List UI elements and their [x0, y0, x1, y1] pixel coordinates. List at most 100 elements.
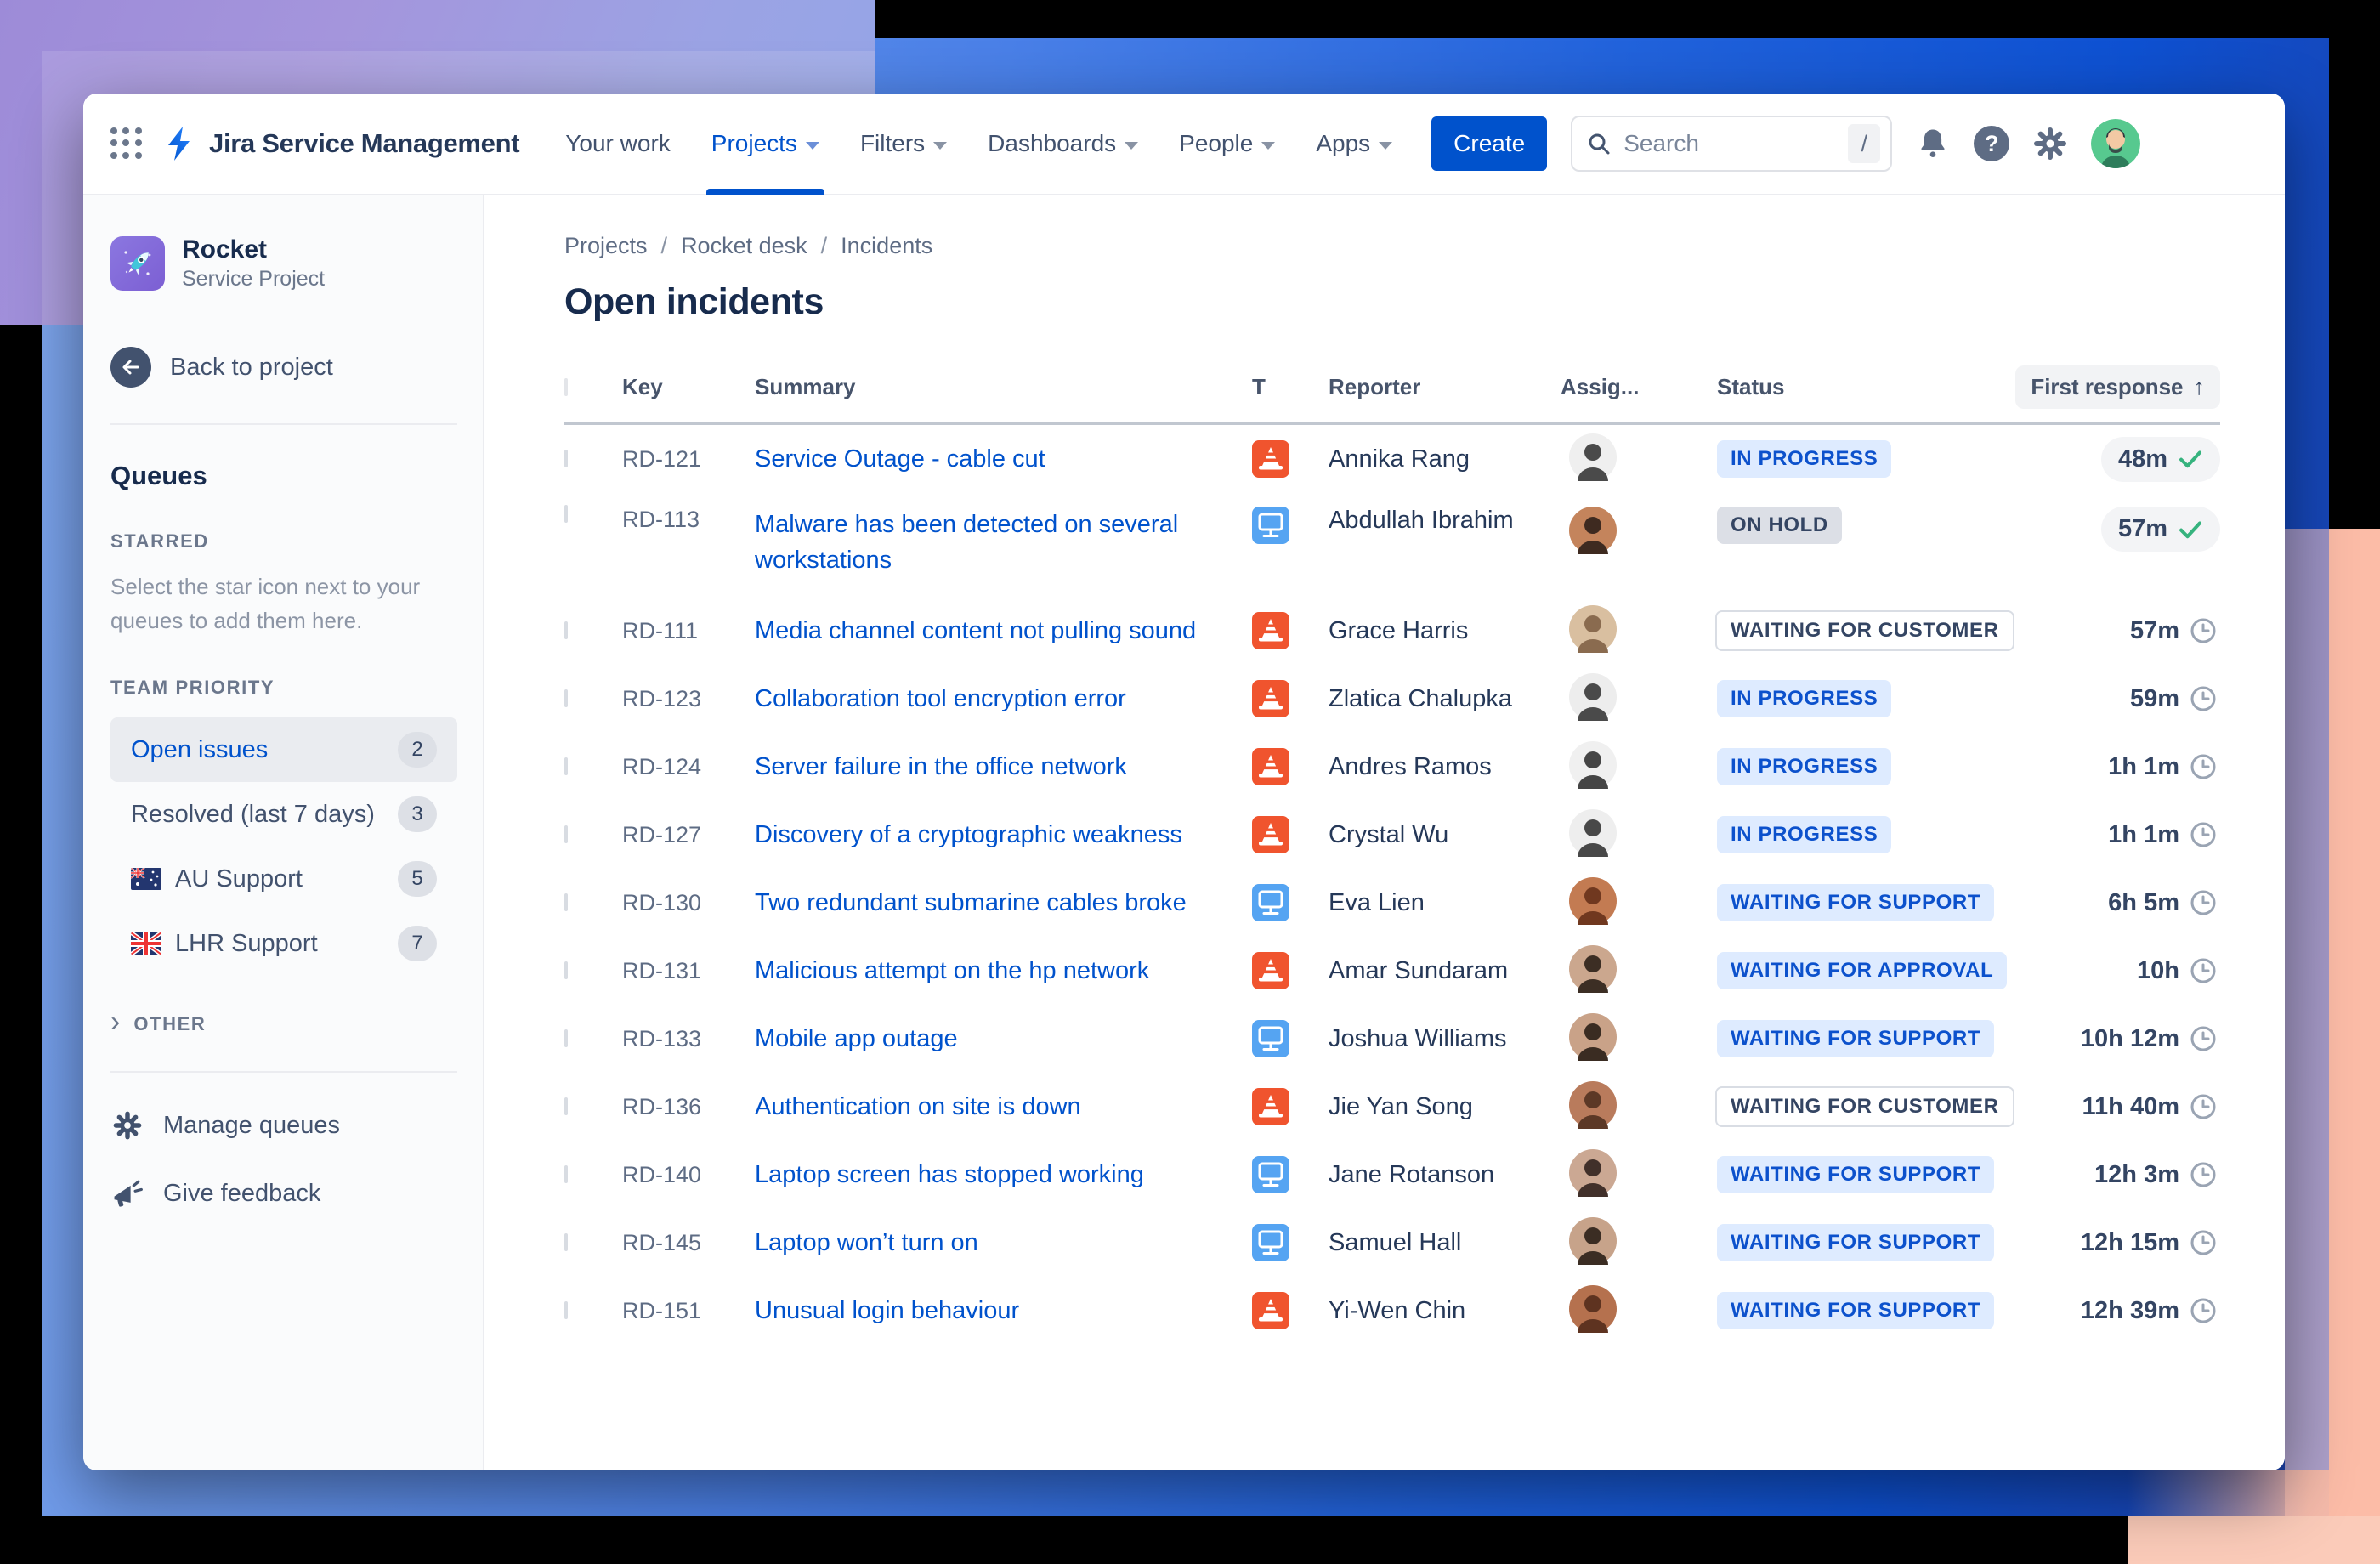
issue-summary-link[interactable]: Service Outage - cable cut [755, 445, 1046, 473]
search-box[interactable]: / [1571, 116, 1893, 172]
assignee-avatar [1569, 944, 1617, 996]
top-navigation: Jira Service Management Your work Projec… [83, 94, 2285, 196]
divider [110, 423, 457, 425]
queues-heading: Queues [110, 461, 207, 490]
row-checkbox[interactable] [564, 1097, 568, 1115]
megaphone-icon [114, 1180, 143, 1207]
create-button[interactable]: Create [1431, 116, 1548, 171]
back-to-project[interactable]: Back to project [110, 347, 457, 388]
reporter-name: Joshua Williams [1329, 1024, 1507, 1052]
incident-type-icon [1252, 440, 1289, 478]
column-header-assignee[interactable]: Assig... [1561, 374, 1640, 400]
help-icon[interactable]: ? [1974, 126, 2010, 162]
table-row[interactable]: RD-151 Unusual login behaviour Yi-Wen Ch… [564, 1277, 2220, 1345]
issue-summary-link[interactable]: Malicious attempt on the hp network [755, 957, 1150, 984]
select-all-checkbox[interactable] [564, 377, 568, 396]
service-request-type-icon [1252, 1224, 1289, 1261]
column-header-status[interactable]: Status [1717, 374, 1785, 400]
assignee-avatar [1569, 1080, 1617, 1132]
settings-icon[interactable] [2032, 125, 2069, 162]
jira-logo[interactable]: Jira Service Management [162, 125, 520, 162]
bg-band-fade [2128, 1470, 2329, 1516]
reporter-name: Amar Sundaram [1329, 956, 1509, 984]
table-row[interactable]: RD-113 Malware has been detected on seve… [564, 493, 2220, 597]
search-input[interactable] [1622, 129, 1839, 158]
row-checkbox[interactable] [564, 1165, 568, 1183]
table-row[interactable]: RD-140 Laptop screen has stopped working… [564, 1141, 2220, 1209]
table-row[interactable]: RD-127 Discovery of a cryptographic weak… [564, 801, 2220, 869]
row-checkbox[interactable] [564, 1029, 568, 1047]
sidebar-item-resolved-last-7-days[interactable]: Resolved (last 7 days) 3 [110, 782, 457, 847]
user-avatar[interactable] [2091, 119, 2141, 168]
issue-summary-link[interactable]: Collaboration tool encryption error [755, 685, 1126, 712]
row-checkbox[interactable] [564, 505, 568, 523]
issue-key: RD-127 [622, 821, 702, 847]
row-checkbox[interactable] [564, 961, 568, 979]
row-checkbox[interactable] [564, 825, 568, 843]
table-row[interactable]: RD-136 Authentication on site is down Ji… [564, 1073, 2220, 1141]
notifications-icon[interactable] [1914, 125, 1952, 162]
sla-clock-icon [2190, 618, 2216, 643]
sidebar-item-au-support[interactable]: AU Support 5 [110, 847, 457, 911]
sidebar-item-lhr-support[interactable]: LHR Support 7 [110, 911, 457, 976]
other-section-toggle[interactable]: › OTHER [110, 1006, 207, 1038]
issue-summary-link[interactable]: Laptop screen has stopped working [755, 1161, 1144, 1188]
row-checkbox[interactable] [564, 450, 568, 468]
first-response-time: 10h 12m [2080, 1024, 2179, 1052]
column-header-reporter[interactable]: Reporter [1329, 374, 1421, 400]
row-checkbox[interactable] [564, 689, 568, 707]
table-row[interactable]: RD-124 Server failure in the office netw… [564, 733, 2220, 801]
issue-summary-link[interactable]: Server failure in the office network [755, 753, 1127, 780]
app-switcher-icon[interactable] [110, 128, 143, 160]
chevron-down-icon [1261, 141, 1276, 150]
issue-summary-link[interactable]: Authentication on site is down [755, 1093, 1081, 1120]
column-header-summary[interactable]: Summary [755, 374, 856, 400]
chevron-down-icon [805, 141, 819, 150]
sla-clock-icon [2190, 890, 2216, 915]
table-row[interactable]: RD-133 Mobile app outage Joshua Williams [564, 1005, 2220, 1073]
nav-item-dashboards[interactable]: Dashboards [967, 94, 1159, 195]
breadcrumb-incidents[interactable]: Incidents [841, 233, 933, 258]
nav-item-filters[interactable]: Filters [840, 94, 967, 195]
nav-item-people[interactable]: People [1159, 94, 1295, 195]
status-badge: WAITING FOR SUPPORT [1717, 1156, 1995, 1193]
nav-item-projects[interactable]: Projects [691, 94, 840, 195]
sla-clock-icon [2190, 1026, 2216, 1051]
reporter-name: Samuel Hall [1329, 1228, 1462, 1256]
nav-item-your-work[interactable]: Your work [565, 130, 671, 156]
breadcrumb-rocket-desk[interactable]: Rocket desk [681, 233, 808, 258]
manage-queues-link[interactable]: Manage queues [110, 1108, 457, 1142]
row-checkbox[interactable] [564, 621, 568, 639]
give-feedback-link[interactable]: Give feedback [110, 1176, 457, 1210]
queue-list: Open issues 2 Resolved (last 7 days) 3 A… [110, 717, 457, 976]
table-row[interactable]: RD-123 Collaboration tool encryption err… [564, 665, 2220, 733]
sidebar-item-open-issues[interactable]: Open issues 2 [110, 717, 457, 782]
row-checkbox[interactable] [564, 1301, 568, 1319]
issue-summary-link[interactable]: Media channel content not pulling sound [755, 617, 1197, 644]
issue-key: RD-123 [622, 685, 702, 711]
issue-summary-link[interactable]: Two redundant submarine cables broke [755, 889, 1187, 916]
nav-item-apps[interactable]: Apps [1295, 94, 1413, 195]
row-checkbox[interactable] [564, 893, 568, 911]
column-header-first-response[interactable]: First response ↑ [2015, 366, 2220, 409]
table-row[interactable]: RD-145 Laptop won’t turn on Samuel Hall [564, 1209, 2220, 1277]
column-header-key[interactable]: Key [622, 374, 663, 400]
table-row[interactable]: RD-111 Media channel content not pulling… [564, 597, 2220, 665]
breadcrumb-projects[interactable]: Projects [564, 233, 648, 258]
row-checkbox[interactable] [564, 1233, 568, 1251]
table-row[interactable]: RD-121 Service Outage - cable cut Annika… [564, 425, 2220, 493]
reporter-name: Yi-Wen Chin [1329, 1296, 1466, 1324]
first-response-time: 1h 1m [2108, 752, 2179, 780]
issue-summary-link[interactable]: Malware has been detected on several wor… [755, 511, 1179, 574]
table-row[interactable]: RD-131 Malicious attempt on the hp netwo… [564, 937, 2220, 1005]
first-response-time: 48m [2117, 445, 2168, 473]
issue-summary-link[interactable]: Discovery of a cryptographic weakness [755, 821, 1182, 848]
column-header-type[interactable]: T [1252, 374, 1266, 400]
issue-summary-link[interactable]: Laptop won’t turn on [755, 1229, 978, 1256]
status-badge: IN PROGRESS [1717, 816, 1892, 853]
issue-summary-link[interactable]: Unusual login behaviour [755, 1297, 1020, 1324]
issue-summary-link[interactable]: Mobile app outage [755, 1025, 958, 1052]
bg-lilac-strip [2285, 529, 2329, 1516]
table-row[interactable]: RD-130 Two redundant submarine cables br… [564, 869, 2220, 937]
row-checkbox[interactable] [564, 757, 568, 775]
